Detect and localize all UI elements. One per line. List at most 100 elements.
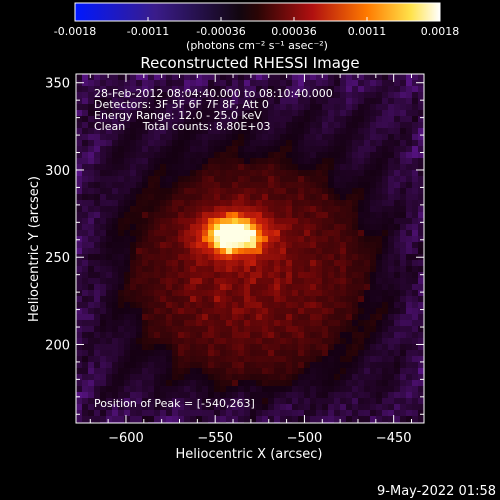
heatmap-cell [112, 296, 118, 302]
heatmap-cell [124, 86, 130, 92]
heatmap-cell [256, 374, 262, 380]
heatmap-cell [364, 314, 370, 320]
heatmap-cell [76, 326, 82, 332]
heatmap-cell [106, 356, 112, 362]
heatmap-cell [262, 350, 268, 356]
heatmap-cell [280, 104, 286, 110]
heatmap-cell [322, 350, 328, 356]
heatmap-cell [286, 230, 292, 236]
heatmap-cell [220, 104, 226, 110]
heatmap-cell [382, 206, 388, 212]
heatmap-cell [202, 242, 208, 248]
heatmap-cell [226, 314, 232, 320]
heatmap-cell [334, 146, 340, 152]
heatmap-cell [304, 374, 310, 380]
heatmap-cell [202, 140, 208, 146]
heatmap-cell [196, 266, 202, 272]
heatmap-cell [292, 86, 298, 92]
heatmap-cell [112, 170, 118, 176]
heatmap-cell [352, 368, 358, 374]
heatmap-cell [406, 230, 412, 236]
heatmap-cell [364, 116, 370, 122]
heatmap-cell [94, 344, 100, 350]
heatmap-cell [196, 128, 202, 134]
heatmap-cell [82, 338, 88, 344]
heatmap-cell [94, 380, 100, 386]
heatmap-cell [274, 158, 280, 164]
heatmap-cell [280, 212, 286, 218]
heatmap-cell [202, 368, 208, 374]
heatmap-cell [130, 380, 136, 386]
heatmap-cell [262, 410, 268, 416]
heatmap-cell [106, 122, 112, 128]
heatmap-cell [82, 326, 88, 332]
heatmap-cell [214, 254, 220, 260]
heatmap-cell [274, 410, 280, 416]
heatmap-cell [232, 296, 238, 302]
heatmap-cell [106, 146, 112, 152]
heatmap-cell [232, 314, 238, 320]
heatmap-cell [274, 278, 280, 284]
heatmap-cell [214, 200, 220, 206]
heatmap-cell [256, 200, 262, 206]
heatmap-cell [352, 164, 358, 170]
heatmap-cell [262, 176, 268, 182]
heatmap-cell [376, 350, 382, 356]
heatmap-cell [238, 242, 244, 248]
heatmap-cell [172, 80, 178, 86]
heatmap-cell [82, 98, 88, 104]
heatmap-cell [136, 386, 142, 392]
heatmap-cell [178, 74, 184, 80]
heatmap-cell [376, 272, 382, 278]
heatmap-cell [238, 344, 244, 350]
heatmap-cell [238, 380, 244, 386]
heatmap-cell [328, 404, 334, 410]
heatmap-cell [94, 200, 100, 206]
heatmap-cell [190, 260, 196, 266]
heatmap-cell [358, 386, 364, 392]
heatmap-cell [370, 278, 376, 284]
heatmap-cell [316, 284, 322, 290]
heatmap-cell [358, 290, 364, 296]
heatmap-cell [220, 350, 226, 356]
heatmap-cell [220, 116, 226, 122]
heatmap-cell [400, 92, 406, 98]
heatmap-cell [94, 146, 100, 152]
heatmap-cell [88, 98, 94, 104]
heatmap-cell [406, 278, 412, 284]
heatmap-cell [334, 188, 340, 194]
heatmap-cell [418, 200, 424, 206]
heatmap-cell [190, 110, 196, 116]
heatmap-cell [370, 380, 376, 386]
heatmap-cell [382, 230, 388, 236]
heatmap-cell [142, 416, 148, 422]
heatmap-cell [148, 170, 154, 176]
heatmap-cell [214, 92, 220, 98]
heatmap-cell [352, 296, 358, 302]
heatmap-cell [160, 260, 166, 266]
heatmap-cell [244, 344, 250, 350]
heatmap-cell [148, 242, 154, 248]
heatmap-cell [118, 332, 124, 338]
heatmap-cell [160, 320, 166, 326]
heatmap-cell [226, 152, 232, 158]
heatmap-cell [136, 170, 142, 176]
heatmap-cell [388, 86, 394, 92]
heatmap-cell [412, 308, 418, 314]
heatmap-cell [118, 170, 124, 176]
heatmap-cell [202, 200, 208, 206]
heatmap-cell [76, 416, 82, 422]
heatmap-cell [364, 104, 370, 110]
heatmap-cell [358, 86, 364, 92]
heatmap-cell [412, 350, 418, 356]
heatmap-cell [94, 404, 100, 410]
heatmap-cell [184, 368, 190, 374]
heatmap-cell [286, 332, 292, 338]
heatmap-cell [328, 344, 334, 350]
heatmap-cell [346, 194, 352, 200]
heatmap-cell [226, 188, 232, 194]
heatmap-cell [346, 368, 352, 374]
heatmap-cell [298, 128, 304, 134]
heatmap-cell [346, 320, 352, 326]
heatmap-cell [166, 362, 172, 368]
